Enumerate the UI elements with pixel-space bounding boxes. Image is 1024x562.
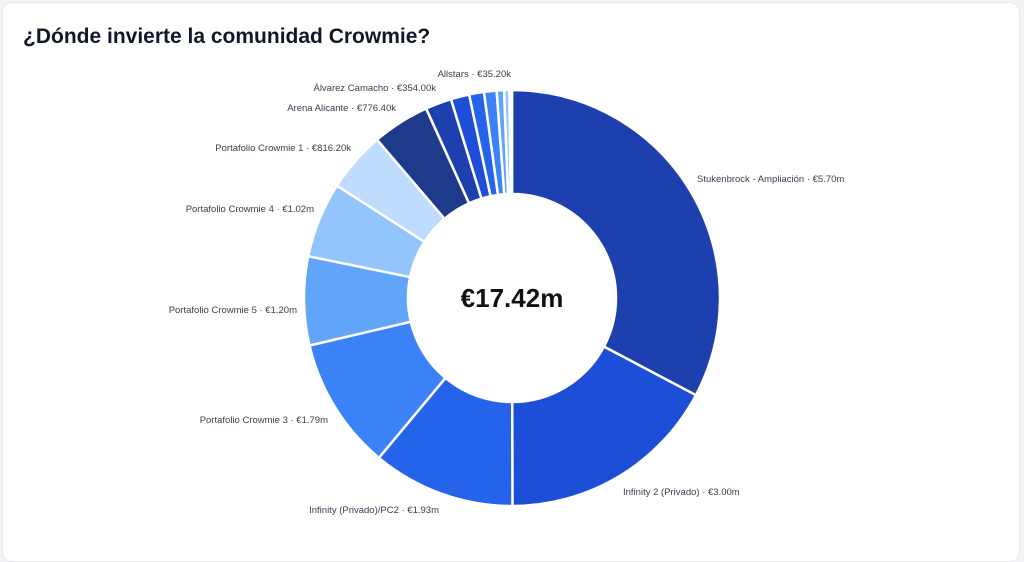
donut-slice-allstars[interactable]: [508, 88, 514, 196]
donut-slice-stukenbrock-ampliaci-n[interactable]: [510, 88, 722, 397]
chart-title: ¿Dónde invierte la comunidad Crowmie?: [23, 25, 431, 48]
slice-label: Infinity 2 (Privado) · €3.00m: [623, 487, 740, 498]
slice-label: Portafolio Crowmie 4 · €1.02m: [186, 204, 314, 215]
donut-chart: Stukenbrock - Ampliación · €5.70m Infinit…: [169, 69, 845, 516]
labels-group: Stukenbrock - Ampliación · €5.70m Infinit…: [169, 69, 845, 516]
slice-label: Allstars · €35.20k: [438, 69, 512, 80]
slice-label: Portafolio Crowmie 5 · €1.20m: [169, 305, 297, 316]
total-value: €17.42m: [461, 283, 564, 313]
slice-label: Álvarez Camacho · €354.00k: [313, 83, 436, 94]
slice-label: Infinity (Privado)/PC2 · €1.93m: [309, 505, 439, 516]
slice-label: Portafolio Crowmie 3 · €1.79m: [200, 415, 328, 426]
slice-label: Arena Alicante · €776.40k: [287, 103, 396, 114]
donut-slice-infinity-2-privado-[interactable]: [510, 344, 698, 508]
slice-label: Stukenbrock - Ampliación · €5.70m: [697, 174, 844, 185]
slice-label: Portafolio Crowmie 1 · €816.20k: [215, 143, 351, 154]
slices-group: [302, 88, 722, 508]
